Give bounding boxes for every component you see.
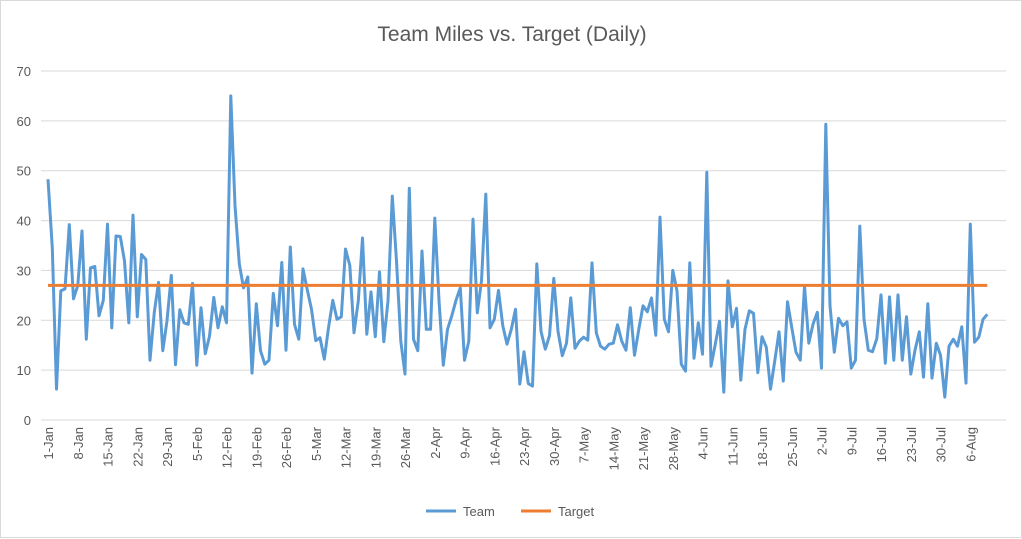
x-tick-label: 12-Feb [220, 427, 235, 468]
x-tick-label: 26-Mar [398, 426, 413, 468]
y-tick-label: 20 [17, 313, 31, 328]
x-tick-label: 16-Apr [487, 426, 502, 466]
team-series-line [46, 94, 989, 399]
x-tick-label: 5-Feb [190, 427, 205, 461]
x-tick-label: 19-Feb [249, 427, 264, 468]
x-tick-label: 7-May [577, 427, 592, 464]
legend-team-label: Team [463, 504, 495, 519]
x-tick-label: 11-Jun [725, 427, 740, 466]
y-tick-label: 40 [17, 214, 31, 229]
x-tick-label: 21-May [636, 427, 651, 471]
x-tick-label: 30-Jul [934, 427, 949, 463]
chart-title: Team Miles vs. Target (Daily) [377, 23, 646, 46]
x-tick-label: 9-Apr [458, 426, 473, 458]
y-axis-labels: 0 10 20 30 40 50 60 70 [17, 64, 31, 428]
x-tick-label: 16-Jul [874, 427, 889, 463]
legend: Team Target [426, 504, 595, 519]
x-tick-label: 9-Jul [844, 427, 859, 455]
x-tick-label: 30-Apr [547, 426, 562, 466]
x-tick-label: 29-Jan [160, 427, 175, 467]
x-tick-label: 15-Jan [101, 427, 116, 467]
y-tick-label: 0 [24, 413, 31, 428]
y-tick-label: 10 [17, 363, 31, 378]
x-tick-label: 28-May [666, 427, 681, 471]
y-tick-label: 50 [17, 164, 31, 179]
legend-target-label: Target [558, 504, 595, 519]
x-tick-label: 2-Apr [428, 426, 443, 458]
x-tick-label: 6-Aug [963, 427, 978, 462]
y-tick-label: 70 [17, 64, 31, 79]
series-group [46, 94, 989, 399]
x-tick-label: 18-Jun [755, 427, 770, 467]
x-tick-label: 23-Jul [904, 427, 919, 463]
x-tick-label: 12-Mar [339, 426, 354, 468]
x-tick-label: 5-Mar [309, 426, 324, 461]
y-tick-label: 30 [17, 263, 31, 278]
x-tick-label: 4-Jun [696, 427, 711, 460]
x-tick-label: 22-Jan [130, 427, 145, 467]
x-tick-label: 1-Jan [41, 427, 56, 460]
x-tick-label: 2-Jul [815, 427, 830, 455]
x-tick-label: 26-Feb [279, 427, 294, 468]
x-tick-label: 14-May [606, 427, 621, 471]
x-tick-label: 19-Mar [368, 426, 383, 468]
x-tick-label: 8-Jan [71, 427, 86, 460]
x-tick-label: 25-Jun [785, 427, 800, 467]
y-tick-label: 60 [17, 114, 31, 129]
x-axis-labels: 1-Jan 8-Jan 15-Jan 22-Jan 29-Jan 5-Feb 12-Feb 1… [41, 426, 978, 470]
x-tick-label: 23-Apr [517, 426, 532, 466]
